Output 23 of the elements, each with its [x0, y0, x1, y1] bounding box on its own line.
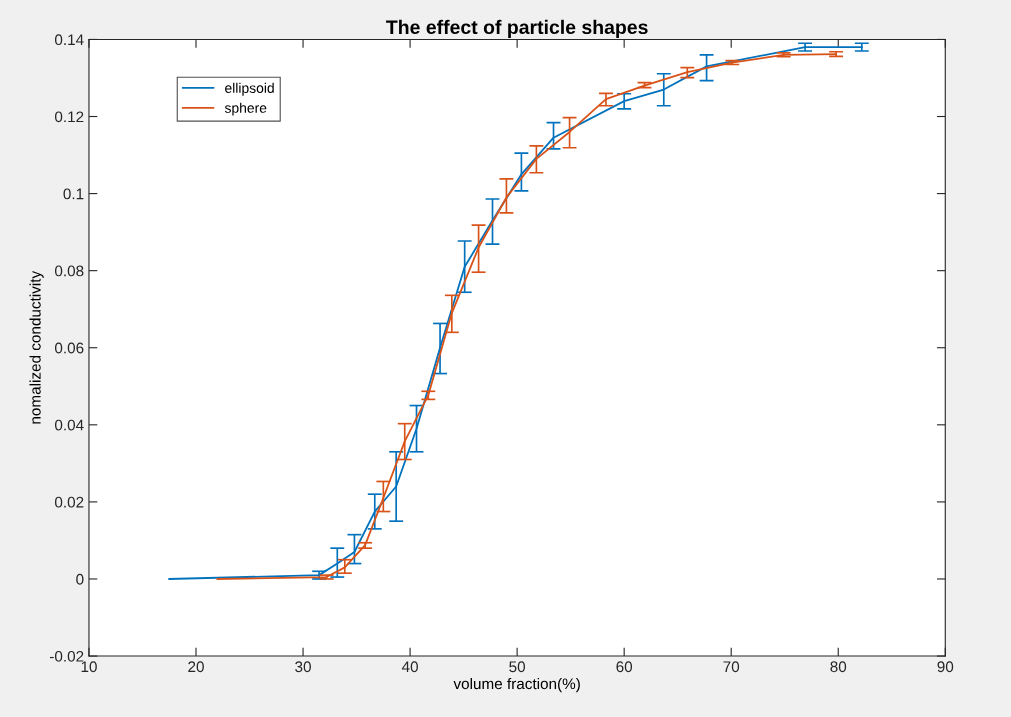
x-tick-label: 20 [188, 661, 204, 673]
chart-title: The effect of particle shapes [386, 19, 648, 38]
y-tick-label: 0.04 [54, 419, 84, 431]
x-tick-label: 10 [81, 661, 97, 673]
x-tick-label: 30 [295, 661, 311, 673]
x-tick-label: 70 [723, 661, 740, 673]
y-tick-label: 0.08 [54, 265, 84, 277]
x-tick-label: 40 [401, 661, 418, 673]
y-tick-label: 0.02 [54, 496, 84, 508]
y-tick-label: 0 [76, 573, 84, 585]
y-tick-label: 0.12 [54, 111, 84, 123]
legend-label: ellipsoid [225, 82, 274, 96]
y-tick-label: 0.1 [63, 188, 84, 200]
x-tick-label: 50 [509, 661, 526, 673]
y-tick-label: 0.06 [54, 342, 84, 354]
x-tick-label: 80 [830, 661, 847, 673]
legend-label: sphere [224, 102, 267, 116]
y-tick-label: 0.14 [54, 34, 84, 46]
y-axis-title: nomalized conductivity [29, 270, 44, 424]
y-tick-label: -0.02 [49, 650, 84, 662]
x-tick-label: 90 [937, 661, 954, 673]
x-axis-title: volume fraction(%) [453, 677, 580, 693]
x-tick-label: 60 [616, 661, 633, 673]
